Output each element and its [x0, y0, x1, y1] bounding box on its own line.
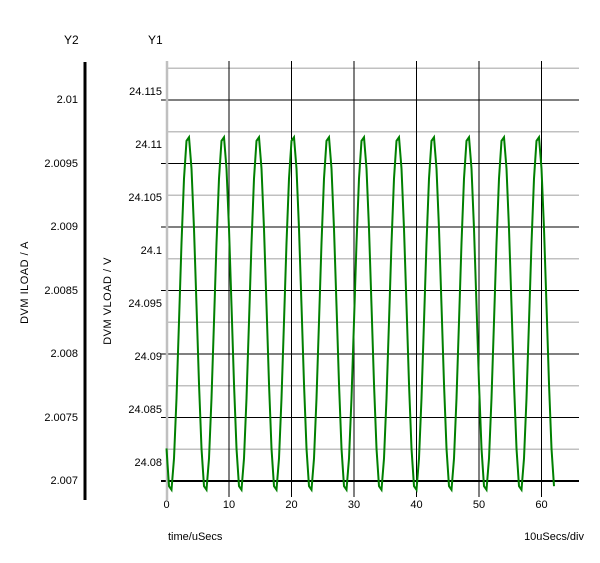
y2-tick-label: 2.008 [50, 348, 78, 360]
plot-area[interactable] [167, 61, 579, 497]
y2-axis-title: DVM ILOAD / A [19, 241, 31, 324]
x-tick-label: 10 [222, 499, 236, 511]
y1-tick-label: 24.08 [134, 457, 162, 469]
x-axis-title: time/uSecs [168, 531, 223, 543]
x-tick-label: 40 [410, 499, 423, 511]
y1-tick-label: 24.115 [129, 86, 162, 98]
x-tick-label: 0 [163, 499, 170, 511]
y1-tick-label: 24.105 [128, 192, 162, 204]
y1-tick-label: 24.085 [128, 404, 162, 416]
x-axis-per-div: 10uSecs/div [524, 531, 584, 543]
y1-tick-label: 24.11 [135, 139, 162, 151]
y1-tick-label: 24.1 [140, 245, 162, 257]
y2-tick-label: 2.01 [56, 94, 78, 106]
y2-tick-label: 2.0085 [44, 284, 78, 297]
y1-axis-header: Y1 [148, 33, 163, 47]
y2-axis-header: Y2 [64, 33, 79, 47]
trace-dvm-vload[interactable] [165, 134, 555, 493]
x-tick-label: 60 [535, 499, 548, 511]
x-tick-label: 50 [472, 499, 486, 511]
y1-tick-label: 24.09 [134, 351, 162, 363]
x-tick-label: 30 [347, 499, 361, 511]
y2-tick-label: 2.0095 [44, 157, 78, 170]
y2-tick-label: 2.0075 [44, 411, 78, 424]
y1-tick-label: 24.095 [128, 298, 162, 310]
y1-axis-title: DVM VLOAD / V [102, 257, 114, 345]
y2-tick-label: 2.009 [50, 221, 78, 233]
y2-tick-label: 2.007 [50, 475, 78, 487]
x-tick-label: 20 [285, 499, 298, 511]
